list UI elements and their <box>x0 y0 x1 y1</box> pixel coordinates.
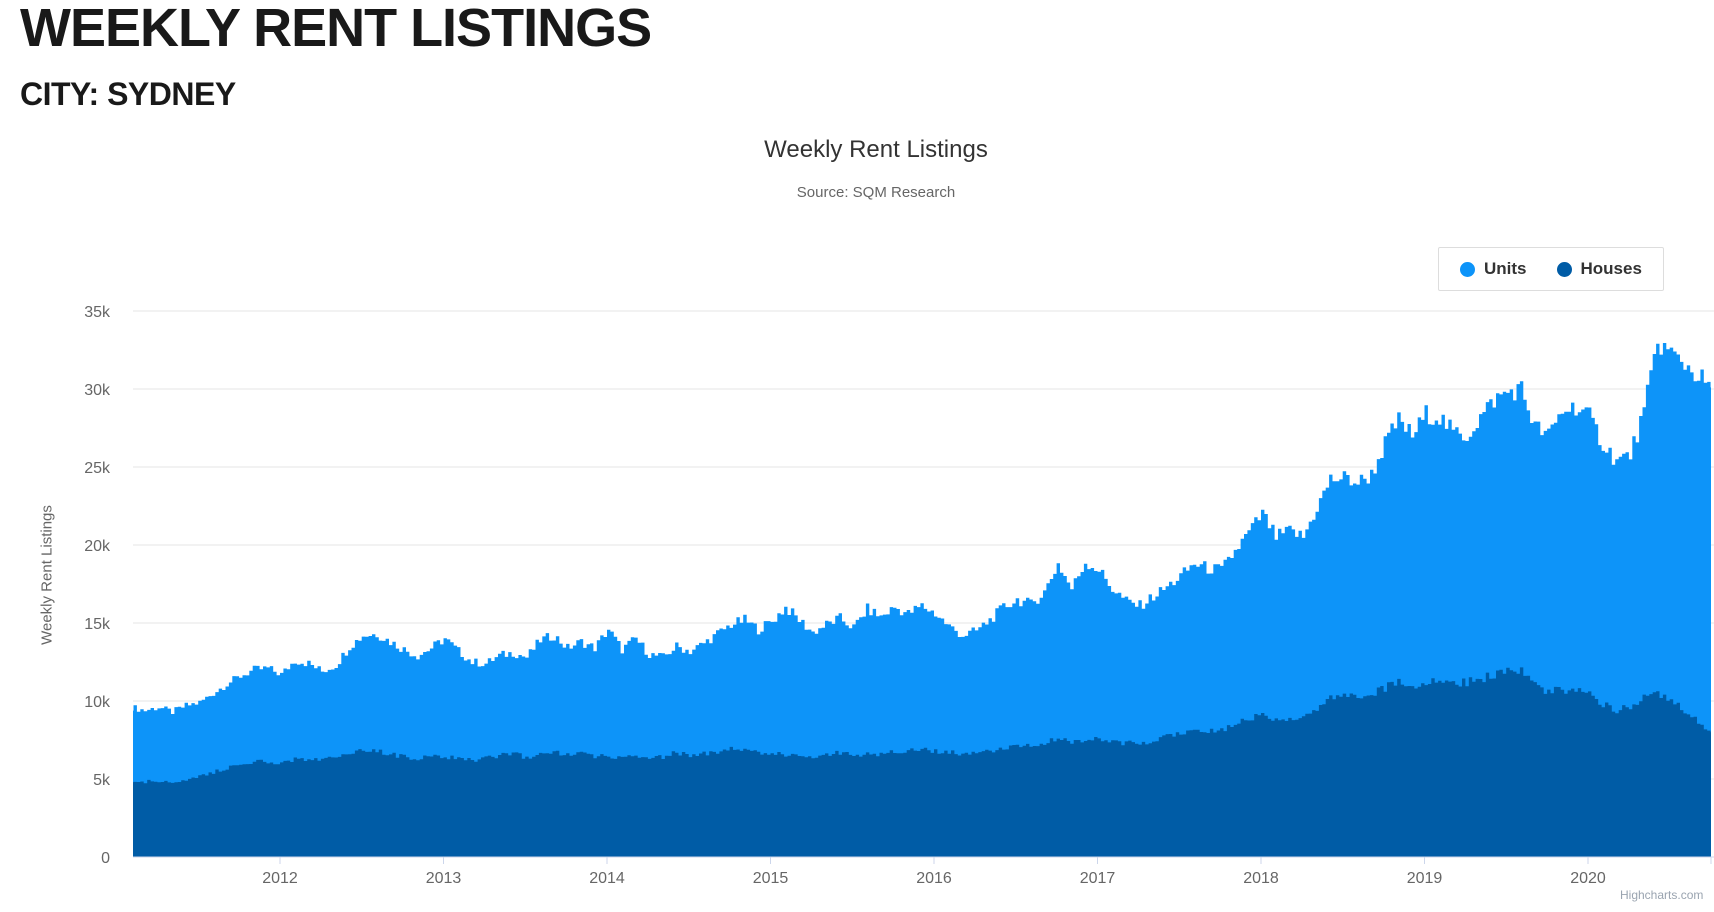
houses-series-dot-icon <box>1556 261 1572 277</box>
x-axis-label: 2012 <box>262 870 298 887</box>
chart-title: Weekly Rent Listings <box>764 136 988 163</box>
x-axis-label: 2016 <box>916 870 952 887</box>
x-axis-label: 2019 <box>1407 870 1443 887</box>
x-axis-label: 2015 <box>753 870 789 887</box>
legend-item-units[interactable]: Units <box>1460 259 1527 279</box>
y-axis-label: 0 <box>101 850 110 867</box>
x-axis-label: 2020 <box>1570 870 1606 887</box>
page-subtitle: CITY: SYDNEY <box>20 76 236 112</box>
highcharts-credits[interactable]: Highcharts.com <box>1620 888 1704 902</box>
x-axis-label: 2014 <box>589 870 625 887</box>
chart-subtitle: Source: SQM Research <box>796 184 956 201</box>
y-axis-title: Weekly Rent Listings <box>38 505 56 645</box>
x-axis-label: 2013 <box>426 870 462 887</box>
page-title: WEEKLY RENT LISTINGS <box>20 0 652 58</box>
y-axis-label: 25k <box>84 460 111 477</box>
legend-label-units: Units <box>1484 259 1527 278</box>
x-axis-label: 2018 <box>1243 870 1279 887</box>
y-axis-label: 15k <box>84 616 111 633</box>
y-axis-label: 20k <box>84 538 111 555</box>
x-axis-label: 2017 <box>1080 870 1116 887</box>
houses-area-series[interactable] <box>130 667 1711 857</box>
legend-item-houses[interactable]: Houses <box>1556 259 1642 279</box>
chart-legend: Units Houses <box>1438 247 1664 291</box>
y-axis-label: 30k <box>84 382 111 399</box>
y-axis-label: 5k <box>93 772 111 789</box>
legend-label-houses: Houses <box>1580 259 1642 278</box>
units-series-dot-icon <box>1460 261 1475 277</box>
y-axis-label: 10k <box>84 694 111 711</box>
y-axis-label: 35k <box>84 304 111 321</box>
